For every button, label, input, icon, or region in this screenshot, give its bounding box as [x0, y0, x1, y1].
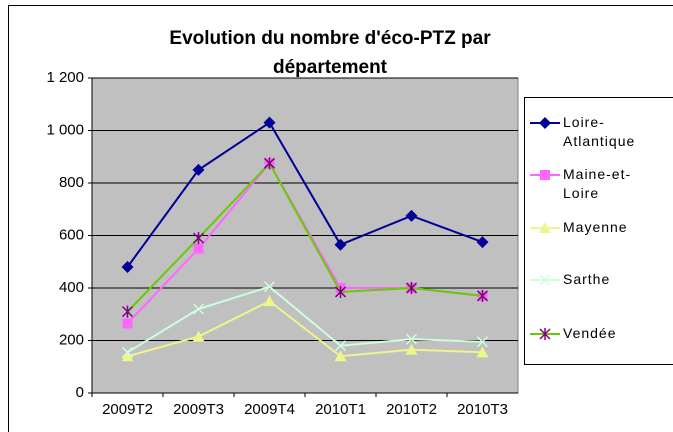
marker: [334, 285, 347, 298]
series-line: [126, 285, 483, 354]
marker: [193, 243, 204, 254]
legend-label: Sarthe: [563, 271, 611, 287]
y-tick-label: 1 000: [46, 121, 84, 138]
legend-label: Vendée: [563, 325, 617, 341]
x-tick-label: 2009T3: [173, 401, 224, 418]
marker: [121, 350, 134, 362]
x-tick-label: 2010T2: [386, 401, 437, 418]
y-tick-label: 600: [59, 226, 84, 243]
x-tick-label: 2009T4: [244, 401, 295, 418]
marker: [405, 333, 418, 345]
legend-markers: [530, 117, 560, 340]
marker: [540, 170, 550, 180]
x-tick-label: 2009T2: [102, 401, 153, 418]
marker: [121, 305, 134, 318]
y-tick-label: 0: [76, 384, 84, 401]
marker: [334, 350, 347, 362]
chart-frame: [8, 5, 673, 432]
marker: [263, 157, 276, 170]
series-line: [126, 161, 483, 313]
marker: [263, 116, 276, 129]
marker: [539, 117, 551, 129]
marker: [121, 346, 134, 358]
legend: Loire- Atlantique Maine-et- Loire Mayenne Sar…: [524, 97, 673, 365]
legend-label: Loire- Atlantique: [563, 114, 636, 149]
legend-label: Mayenne: [563, 219, 628, 235]
legend-label: Maine-et- Loire: [563, 166, 632, 201]
marker: [405, 209, 418, 222]
marker: [539, 222, 551, 233]
y-tick-label: 200: [59, 331, 84, 348]
marker: [192, 303, 205, 315]
marker: [263, 295, 276, 307]
marker: [121, 261, 134, 273]
series-line: [127, 299, 483, 358]
x-tick-label: 2010T3: [457, 401, 508, 418]
y-tick-label: 800: [59, 174, 84, 191]
marker: [192, 232, 205, 245]
marker: [539, 274, 551, 286]
marker: [192, 163, 205, 176]
marker: [263, 281, 276, 293]
chart-title: Evolution du nombre d'éco-PTZ par départ…: [169, 28, 491, 78]
y-tick-label: 400: [59, 279, 84, 296]
marker: [476, 346, 489, 358]
marker: [476, 336, 489, 348]
series-line: [126, 121, 483, 268]
marker: [122, 318, 133, 329]
marker: [334, 238, 347, 251]
marker: [334, 340, 347, 352]
x-tick-label: 2010T1: [315, 401, 366, 418]
marker: [405, 282, 418, 294]
marker: [192, 330, 205, 342]
marker: [476, 236, 489, 249]
marker: [539, 328, 551, 340]
marker: [476, 289, 489, 302]
y-tick-label: 1 200: [46, 69, 84, 86]
marker: [405, 343, 418, 355]
